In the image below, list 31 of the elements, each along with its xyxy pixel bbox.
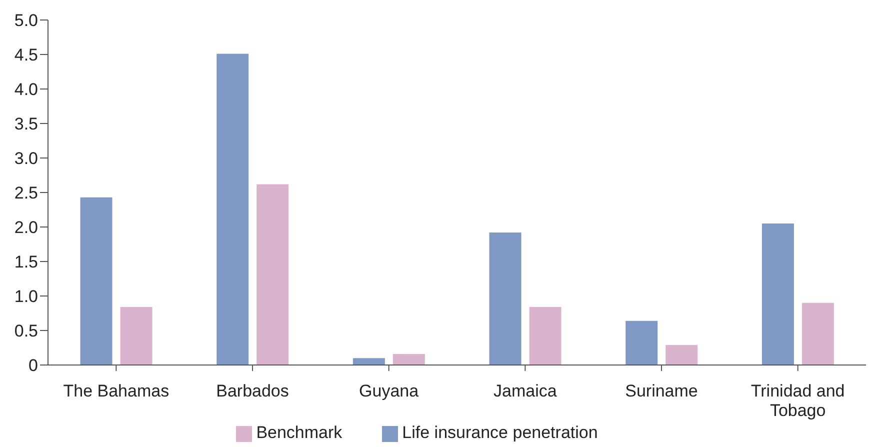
bar [489, 232, 522, 365]
y-tick-label: 1.0 [14, 287, 38, 306]
legend-label: Life insurance penetration [402, 423, 598, 442]
bar [80, 197, 112, 365]
y-tick-label: 0.5 [14, 322, 38, 341]
legend-label: Benchmark [256, 423, 342, 442]
bar [120, 307, 152, 365]
bar [529, 307, 562, 365]
y-tick-label: 1.5 [14, 252, 38, 272]
y-tick-label: 3.0 [14, 149, 38, 168]
bar [762, 224, 794, 365]
bar [392, 354, 425, 365]
x-tick-label: Trinidad and Tobago [750, 381, 845, 420]
bar [802, 302, 834, 365]
x-tick-label: The Bahamas [63, 381, 170, 400]
y-tick-label: 3.5 [14, 114, 38, 134]
y-tick-label: 0 [28, 356, 38, 376]
bar [626, 320, 658, 365]
x-tick-label: Suriname [625, 381, 698, 400]
y-tick-label: 2.5 [14, 184, 38, 203]
bar [352, 358, 385, 365]
y-tick-label: 5.0 [14, 11, 38, 30]
bar [256, 184, 289, 365]
y-tick-label: 4.0 [14, 80, 38, 100]
bar [666, 344, 698, 365]
y-tick-label: 4.5 [14, 46, 38, 65]
y-tick-label: 2.0 [14, 218, 38, 238]
x-tick-label: Jamaica [494, 381, 558, 400]
x-tick-label: Guyana [359, 381, 420, 400]
bar [216, 54, 249, 365]
x-tick-label: Barbados [216, 381, 289, 400]
